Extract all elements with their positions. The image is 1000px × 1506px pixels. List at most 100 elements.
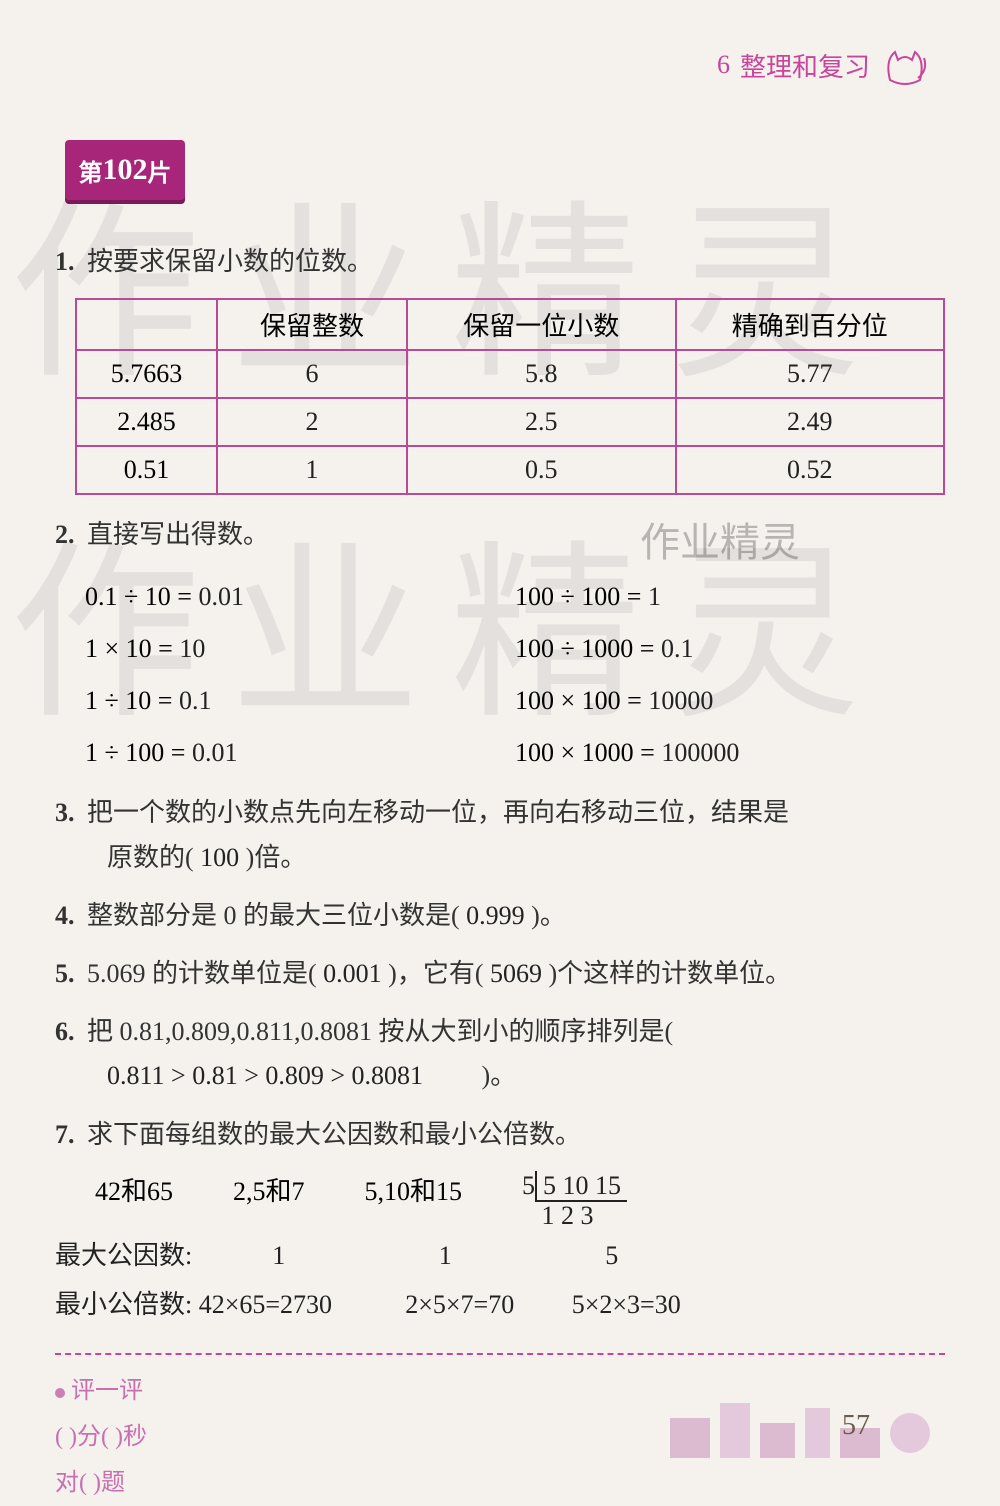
q5-ans1: 0.001 (323, 959, 382, 988)
th-hundredth: 精确到百分位 (676, 299, 944, 350)
chapter-header: 6 整理和复习 (717, 40, 930, 90)
question-1: 1. 按要求保留小数的位数。 (55, 240, 945, 284)
cell-ans: 0.5 (407, 446, 675, 494)
q4-text-b: )。 (531, 901, 566, 930)
q4-ans: 0.999 (466, 901, 525, 930)
q2-left-col: 0.1 ÷ 10 = 0.01 1 × 10 = 10 1 ÷ 10 = 0.1… (85, 571, 515, 779)
gcd-1: 1 (199, 1231, 359, 1280)
lcm-1: 42×65=2730 (199, 1280, 399, 1329)
table-header-row: 保留整数 保留一位小数 精确到百分位 (76, 299, 944, 350)
q6-ans: 0.811 > 0.81 > 0.809 > 0.8081 (107, 1061, 423, 1090)
cell-ans: 2.49 (676, 398, 944, 446)
q7-text: 求下面每组数的最大公因数和最小公倍数。 (87, 1120, 581, 1149)
expr: 100 × 1000 = (515, 738, 655, 767)
calc-row: 100 ÷ 100 = 1 (515, 571, 945, 623)
q5-ans2: 5069 (490, 959, 542, 988)
question-3: 3. 把一个数的小数点先向左移动一位，再向右移动三位，结果是 原数的( 100 … (55, 791, 945, 879)
ans: 1 (648, 582, 661, 611)
ans: 10000 (648, 686, 713, 715)
q2-right-col: 100 ÷ 100 = 1 100 ÷ 1000 = 0.1 100 × 100… (515, 571, 945, 779)
q2-label: 2. (55, 520, 75, 549)
expr: 100 ÷ 100 = (515, 582, 641, 611)
calc-row: 1 ÷ 10 = 0.1 (85, 675, 515, 727)
question-4: 4. 整数部分是 0 的最大三位小数是( 0.999 )。 (55, 894, 945, 938)
q3-text-b: 原数的( (107, 843, 194, 872)
cell-val: 0.51 (76, 446, 217, 494)
calc-row: 1 ÷ 100 = 0.01 (85, 727, 515, 779)
calc-row: 100 × 100 = 10000 (515, 675, 945, 727)
q5-text-b: )，它有( (388, 959, 483, 988)
badge-number: 102 (103, 153, 148, 187)
q3-text-a: 把一个数的小数点先向左移动一位，再向右移动三位，结果是 (87, 798, 789, 827)
q5-text-c: )个这样的计数单位。 (549, 959, 792, 988)
q1-text: 按要求保留小数的位数。 (87, 247, 373, 276)
div-top: 5 10 15 (535, 1171, 627, 1202)
q3-text-c: )倍。 (246, 843, 307, 872)
cell-ans: 2 (217, 398, 407, 446)
q7-gcd-row: 最大公因数: 1 1 5 (55, 1231, 945, 1280)
table-row: 5.7663 6 5.8 5.77 (76, 350, 944, 398)
cat-icon (880, 40, 930, 90)
cell-ans: 5.8 (407, 350, 675, 398)
q7-division-work: 55 10 15 1 2 3 (522, 1171, 627, 1231)
q7-group: 2,5和7 (233, 1171, 305, 1208)
q4-text-a: 整数部分是 0 的最大三位小数是( (87, 901, 460, 930)
q7-label: 7. (55, 1120, 75, 1149)
q5-label: 5. (55, 959, 75, 988)
q7-group: 42和65 (95, 1171, 173, 1208)
card-badge: 第 102 片 (65, 140, 185, 200)
expr: 100 × 100 = (515, 686, 642, 715)
cell-ans: 0.52 (676, 446, 944, 494)
cell-val: 2.485 (76, 398, 217, 446)
page-number: 57 (842, 1410, 870, 1442)
q7-groups: 42和65 2,5和7 5,10和15 55 10 15 1 2 3 (95, 1171, 945, 1231)
lcm-label: 最小公倍数: (55, 1290, 192, 1319)
q2-grid: 0.1 ÷ 10 = 0.01 1 × 10 = 10 1 ÷ 10 = 0.1… (85, 571, 945, 779)
table-row: 0.51 1 0.5 0.52 (76, 446, 944, 494)
ans: 0.01 (198, 582, 244, 611)
gcd-label: 最大公因数: (55, 1241, 192, 1270)
q3-ans: 100 (200, 843, 239, 872)
ans: 0.01 (192, 738, 238, 767)
q7-group: 5,10和15 (365, 1171, 463, 1208)
ans: 0.1 (179, 686, 212, 715)
q6-label: 6. (55, 1017, 75, 1046)
div-left: 5 (522, 1171, 535, 1200)
expr: 100 ÷ 1000 = (515, 634, 654, 663)
worksheet-page: 6 整理和复习 第 102 片 作业精灵 作业精灵 作业精灵 1. 按要求保留小… (0, 0, 1000, 1478)
expr: 1 ÷ 10 = (85, 686, 172, 715)
div-bottom: 1 2 3 (542, 1201, 594, 1230)
cell-ans: 2.5 (407, 398, 675, 446)
chapter-title: 整理和复习 (740, 47, 870, 84)
footer-decoration (660, 1388, 960, 1458)
th-integer: 保留整数 (217, 299, 407, 350)
question-6: 6. 把 0.81,0.809,0.811,0.8081 按从大到小的顺序排列是… (55, 1010, 945, 1098)
cell-val: 5.7663 (76, 350, 217, 398)
calc-row: 0.1 ÷ 10 = 0.01 (85, 571, 515, 623)
calc-row: 1 × 10 = 10 (85, 623, 515, 675)
cell-ans: 5.77 (676, 350, 944, 398)
badge-prefix: 第 (79, 153, 103, 188)
q3-label: 3. (55, 798, 75, 827)
content-area: 1. 按要求保留小数的位数。 保留整数 保留一位小数 精确到百分位 5.7663… (55, 240, 945, 1506)
th-blank (76, 299, 217, 350)
gcd-3: 5 (532, 1231, 692, 1280)
calc-row: 100 × 1000 = 100000 (515, 727, 945, 779)
q5-text-a: 5.069 的计数单位是( (87, 959, 317, 988)
question-5: 5. 5.069 的计数单位是( 0.001 )，它有( 5069 )个这样的计… (55, 952, 945, 996)
gcd-2: 1 (365, 1231, 525, 1280)
eval-title: 评一评 (71, 1378, 143, 1404)
badge-suffix: 片 (148, 153, 172, 188)
calc-row: 100 ÷ 1000 = 0.1 (515, 623, 945, 675)
q1-table: 保留整数 保留一位小数 精确到百分位 5.7663 6 5.8 5.77 2.4… (75, 298, 945, 495)
th-one-dec: 保留一位小数 (407, 299, 675, 350)
q4-label: 4. (55, 901, 75, 930)
q6-text-a: 把 0.81,0.809,0.811,0.8081 按从大到小的顺序排列是( (87, 1017, 673, 1046)
lcm-2: 2×5×7=70 (405, 1280, 565, 1329)
table-row: 2.485 2 2.5 2.49 (76, 398, 944, 446)
q2-text: 直接写出得数。 (87, 520, 269, 549)
expr: 0.1 ÷ 10 = (85, 582, 192, 611)
chapter-number: 6 (717, 50, 730, 80)
q1-label: 1. (55, 247, 75, 276)
q6-text-b: )。 (482, 1061, 517, 1090)
